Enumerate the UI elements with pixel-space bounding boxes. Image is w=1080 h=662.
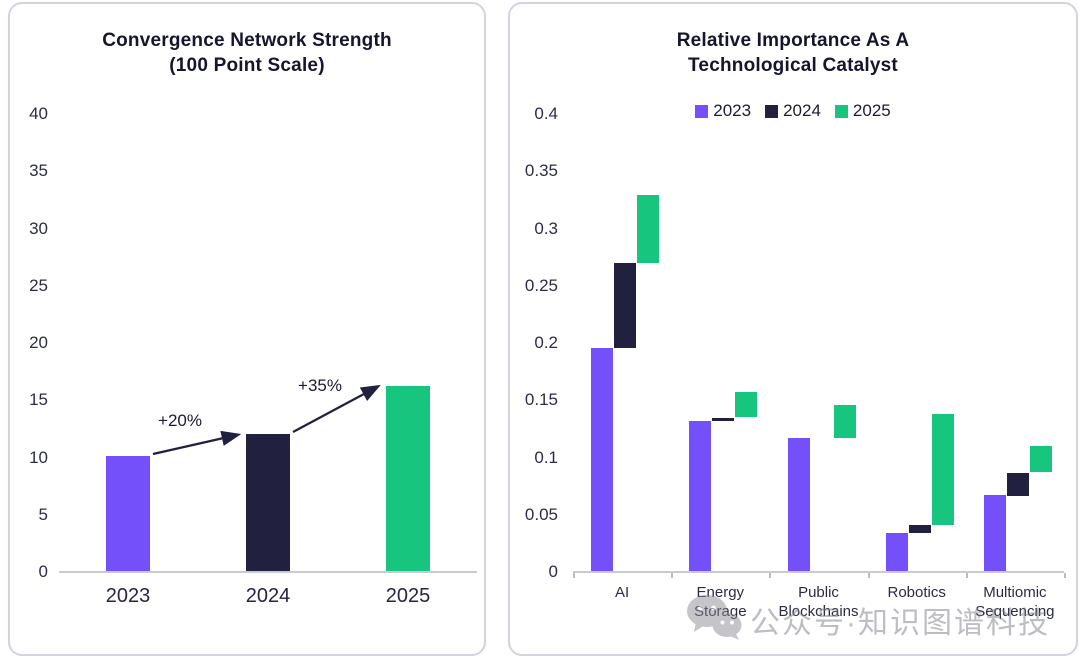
y-tick-label: 0.25 (524, 275, 558, 295)
y-tick-label: 0.2 (534, 333, 558, 352)
right-chart-legend: 2023 2024 2025 (510, 101, 1076, 121)
legend-swatch-2023 (695, 104, 709, 118)
left-chart-title-line1: Convergence Network Strength (102, 30, 392, 51)
axis-tick (966, 573, 968, 578)
y-tick-label: 10 (29, 447, 48, 467)
growth-annotation: +35% (298, 375, 342, 395)
x-tick-label: Multiomic Sequencing (955, 583, 1075, 621)
bar-multiomic-sequencing-2024 (1007, 473, 1029, 496)
growth-arrow (152, 430, 242, 456)
axis-tick (868, 573, 870, 578)
y-tick-label: 35 (29, 161, 48, 181)
y-tick-label: 0.1 (534, 447, 558, 467)
x-tick-label-line: Blockchains (778, 603, 859, 620)
y-tick-label: 0 (548, 562, 558, 581)
x-axis-line (573, 571, 1064, 573)
left-chart-card: Convergence Network Strength (100 Point … (8, 2, 486, 656)
growth-arrow (292, 384, 381, 433)
y-tick-label: 20 (29, 333, 48, 352)
bar-multiomic-sequencing-2023 (984, 495, 1006, 571)
legend-label: 2024 (783, 101, 821, 120)
bar-energy-storage-2025 (735, 392, 757, 417)
bar-ai-2024 (614, 263, 636, 348)
y-tick-label: 25 (29, 275, 48, 295)
right-chart-title-line2: Technological Catalyst (688, 55, 898, 76)
bar-energy-storage-2023 (689, 421, 711, 571)
right-chart-title-line1: Relative Importance As A (676, 30, 910, 51)
y-tick-label: 0.05 (524, 504, 558, 524)
left-chart-plot: 0 5 10 15 20 25 30 35 40 2023 2024 2025 +20% +35% (10, 4, 484, 654)
legend-swatch-2025 (834, 104, 848, 118)
axis-tick (769, 573, 771, 578)
bar-multiomic-sequencing-2025 (1030, 446, 1052, 472)
bar-robotics-2024 (909, 525, 931, 533)
axis-tick (1064, 573, 1066, 578)
bar-public-blockchains-2023 (788, 438, 810, 571)
bar-ai-2023 (591, 348, 613, 571)
legend-label: 2023 (713, 101, 752, 120)
y-tick-label: 0.3 (534, 218, 558, 238)
x-tick-label: AI (562, 583, 682, 602)
bar-public-blockchains-2025 (834, 405, 856, 438)
bar-2023 (106, 456, 150, 571)
y-tick-label: 30 (29, 218, 48, 238)
axis-tick (671, 573, 673, 578)
x-tick-label: Public Blockchains (759, 583, 879, 621)
left-chart-title-line2: (100 Point Scale) (169, 55, 325, 76)
y-tick-label: 0.15 (524, 390, 558, 410)
x-tick-label: 2024 (245, 585, 291, 607)
legend-item-2024: 2024 (765, 101, 821, 121)
x-tick-label: 2023 (105, 585, 151, 607)
y-tick-label: 0 (38, 562, 48, 581)
left-chart-title: Convergence Network Strength (100 Point … (10, 28, 484, 78)
bar-2025 (386, 386, 430, 571)
bar-2024 (246, 434, 290, 571)
right-chart-plot: 0 0.05 0.1 0.15 0.2 0.25 0.3 0.35 0.4 AI Energy Sto… (510, 4, 1076, 654)
y-tick-label: 40 (29, 104, 48, 123)
x-tick-label: Robotics (857, 583, 977, 602)
axis-tick (573, 573, 575, 578)
bar-energy-storage-2024 (712, 418, 734, 421)
right-chart-card: Relative Importance As A Technological C… (508, 2, 1078, 656)
y-tick-label: 0.4 (534, 104, 558, 123)
bar-robotics-2025 (932, 414, 954, 525)
legend-swatch-2024 (765, 104, 779, 118)
x-tick-label-line: AI (615, 584, 630, 601)
bar-robotics-2023 (886, 533, 908, 571)
x-tick-label-line: Sequencing (975, 603, 1055, 620)
legend-label: 2025 (852, 101, 891, 120)
y-tick-label: 15 (29, 390, 48, 410)
bar-ai-2025 (637, 195, 659, 263)
y-tick-label: 5 (38, 504, 48, 524)
x-tick-label-line: Public (798, 584, 839, 601)
growth-arrows (152, 384, 381, 456)
x-tick-label: 2025 (385, 585, 431, 607)
legend-item-2025: 2025 (834, 101, 891, 121)
x-tick-label-line: Multiomic (983, 584, 1047, 601)
x-tick-label-line: Robotics (887, 584, 946, 601)
right-chart-title: Relative Importance As A Technological C… (510, 28, 1076, 78)
growth-annotation: +20% (158, 410, 202, 430)
legend-item-2023: 2023 (695, 101, 751, 121)
y-tick-label: 0.35 (524, 161, 558, 181)
x-axis-line (59, 571, 477, 573)
